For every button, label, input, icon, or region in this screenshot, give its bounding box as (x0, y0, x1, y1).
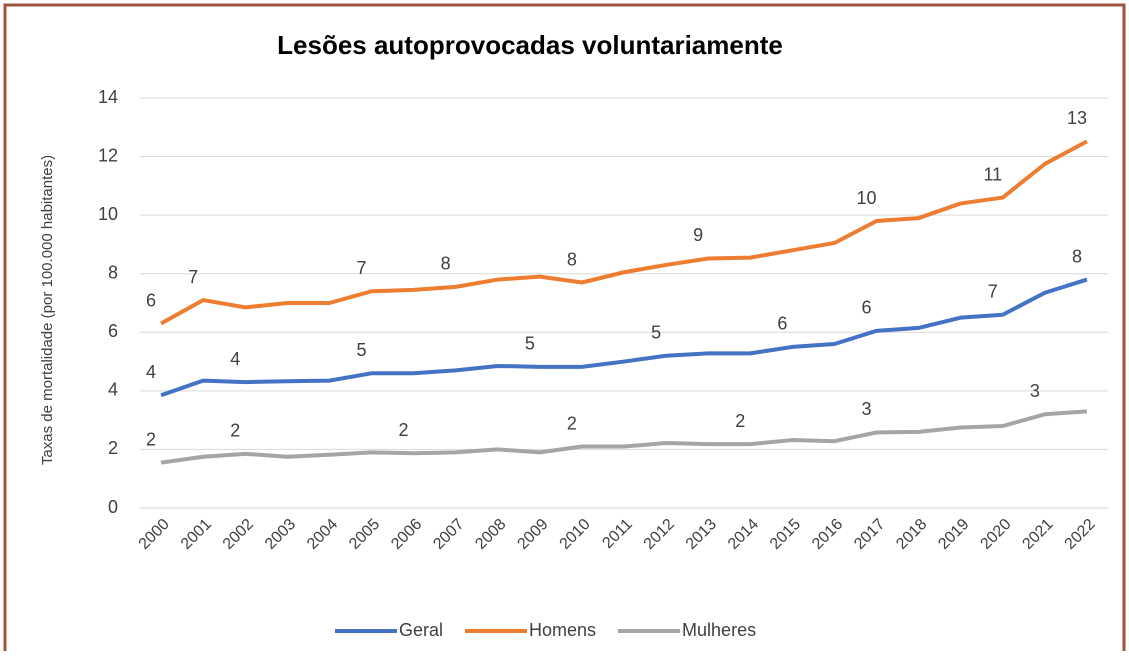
y-tick-label: 2 (108, 438, 118, 458)
data-label: 7 (188, 267, 198, 287)
legend-label: Homens (529, 620, 596, 640)
data-label: 11 (983, 164, 1002, 184)
data-label: 2 (567, 413, 577, 433)
data-label: 6 (146, 290, 156, 310)
data-label: 6 (777, 314, 787, 334)
data-label: 9 (693, 225, 703, 245)
data-label: 2 (230, 421, 240, 441)
data-label: 8 (1072, 246, 1082, 266)
series-line (160, 139, 1088, 326)
data-label: 7 (356, 258, 366, 278)
data-label: 3 (1030, 381, 1040, 401)
y-tick-label: 12 (98, 145, 118, 165)
data-label: 5 (651, 322, 661, 342)
y-tick-label: 6 (108, 321, 118, 341)
data-label: 4 (230, 349, 240, 369)
series-line (160, 409, 1088, 465)
y-tick-label: 14 (98, 87, 118, 107)
data-label: 4 (146, 362, 156, 382)
y-tick-label: 10 (98, 204, 118, 224)
legend-label: Mulheres (682, 620, 756, 640)
data-label: 2 (735, 411, 745, 431)
data-label: 5 (356, 340, 366, 360)
series-line (160, 277, 1088, 398)
y-tick-label: 8 (108, 262, 118, 282)
data-label: 5 (525, 334, 535, 354)
data-label: 3 (862, 399, 872, 419)
data-label: 7 (988, 281, 998, 301)
data-label: 6 (862, 298, 872, 318)
frame (3, 3, 1126, 656)
data-label: 2 (146, 429, 156, 449)
legend-label: Geral (399, 620, 443, 640)
data-label: 13 (1067, 108, 1087, 128)
y-tick-label: 4 (108, 380, 118, 400)
data-label: 2 (399, 420, 409, 440)
data-label: 8 (567, 249, 577, 269)
y-tick-label: 0 (108, 497, 118, 517)
data-label: 8 (441, 254, 451, 274)
y-axis-label: Taxas de mortalidade (por 100.000 habita… (39, 155, 56, 465)
chart-title: Lesões autoprovocadas voluntariamente (277, 30, 783, 60)
data-label: 10 (857, 188, 877, 208)
